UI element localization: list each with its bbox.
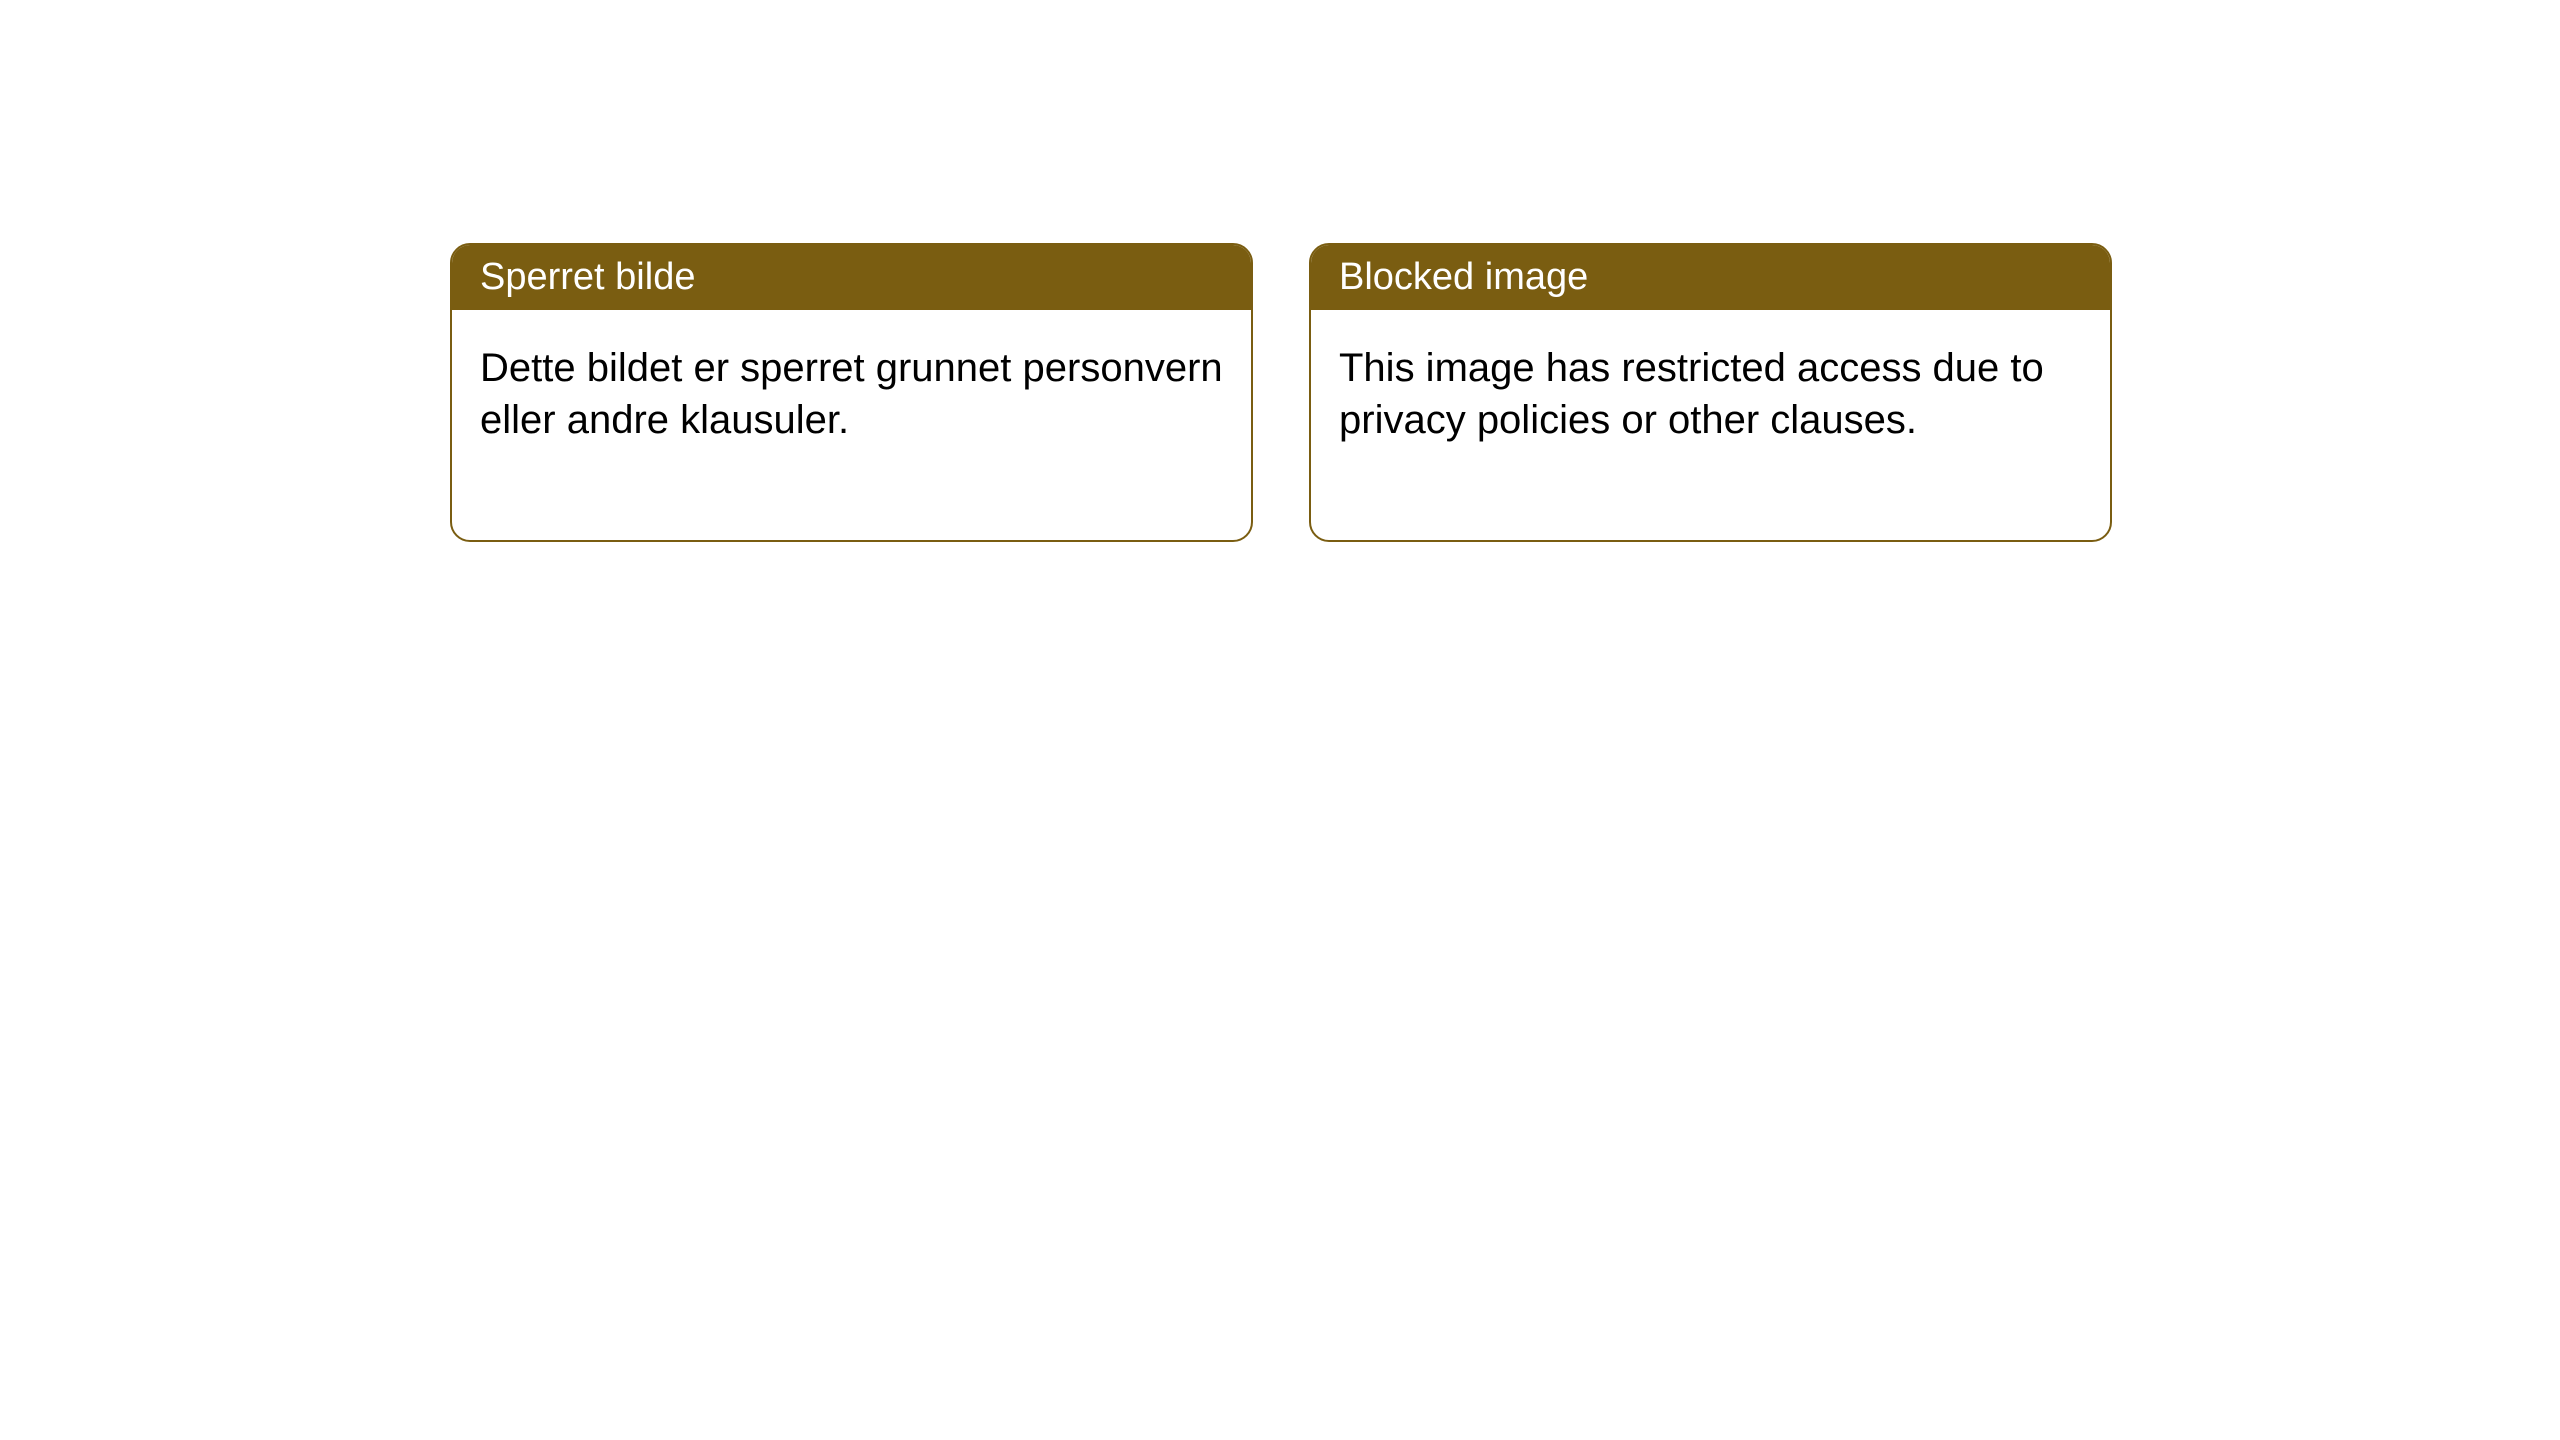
card-header-en: Blocked image — [1311, 245, 2110, 310]
card-body-no: Dette bildet er sperret grunnet personve… — [452, 310, 1251, 540]
cards-container: Sperret bilde Dette bildet er sperret gr… — [0, 0, 2560, 542]
card-body-en: This image has restricted access due to … — [1311, 310, 2110, 540]
blocked-image-card-en: Blocked image This image has restricted … — [1309, 243, 2112, 542]
card-header-no: Sperret bilde — [452, 245, 1251, 310]
blocked-image-card-no: Sperret bilde Dette bildet er sperret gr… — [450, 243, 1253, 542]
